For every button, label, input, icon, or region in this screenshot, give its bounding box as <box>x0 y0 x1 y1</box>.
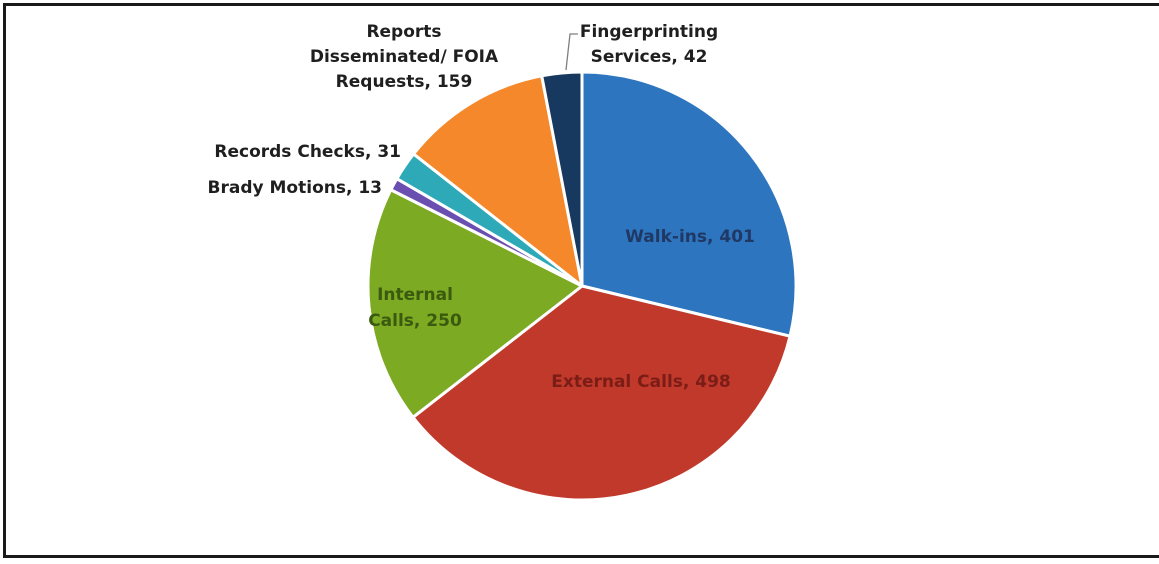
pie-slice-finger <box>540 70 584 288</box>
data-label-finger: Fingerprinting Services, 42 <box>580 22 718 67</box>
pie-slices <box>366 70 798 502</box>
pie-slice-walkins <box>580 70 798 338</box>
data-label-reports: Reports Disseminated/ FOIA Requests, 159 <box>310 22 499 92</box>
data-label-internal: Internal Calls, 250 <box>368 285 462 331</box>
data-label-external: External Calls, 498 <box>551 372 731 392</box>
pie-slice-reports <box>412 74 584 288</box>
slice-labels: Walk-ins, 401 External Calls, 498 Internal… <box>208 22 755 392</box>
data-label-records: Records Checks, 31 <box>214 142 401 162</box>
pie-slice-external <box>411 284 792 502</box>
leader-line-fingerprinting <box>565 33 578 71</box>
data-label-walkins: Walk-ins, 401 <box>625 227 755 247</box>
data-label-brady: Brady Motions, 13 <box>208 178 382 198</box>
leader-lines <box>565 33 578 71</box>
pie-slice-internal <box>366 188 584 419</box>
